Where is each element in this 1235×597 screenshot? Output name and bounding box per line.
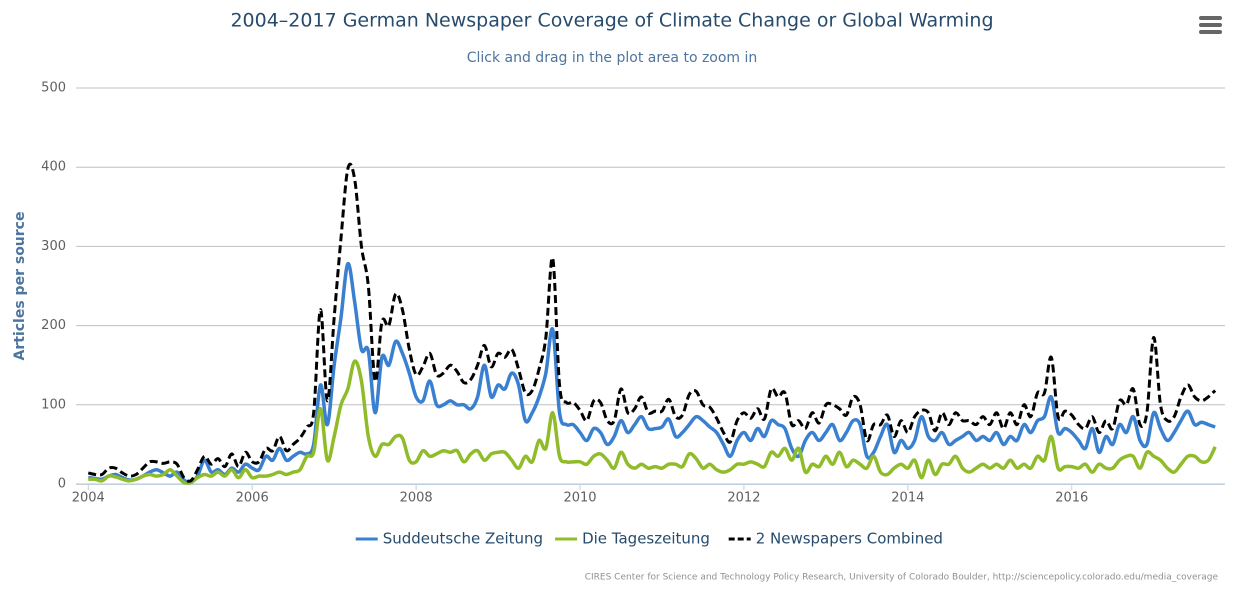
- x-tick-label: 2016: [1055, 491, 1088, 506]
- y-axis-label: Articles per source: [12, 212, 28, 361]
- chart-subtitle: Click and drag in the plot area to zoom …: [467, 50, 758, 66]
- x-tick-label: 2014: [891, 491, 924, 506]
- x-tick-label: 2008: [400, 491, 433, 506]
- x-tick-label: 2010: [563, 491, 596, 506]
- menu-bar: [1199, 16, 1222, 20]
- series-line: [88, 262, 1216, 485]
- legend-label: Die Tageszeitung: [582, 530, 710, 548]
- x-tick-label: 2004: [72, 491, 105, 506]
- x-tick-label: 2012: [727, 491, 760, 506]
- legend-label: 2 Newspapers Combined: [756, 530, 943, 548]
- y-tick-label: 300: [41, 239, 66, 254]
- legend-item[interactable]: Suddeutsche Zeitung: [355, 530, 543, 548]
- menu-bar: [1199, 23, 1222, 27]
- legend-item[interactable]: Die Tageszeitung: [555, 530, 710, 548]
- series-line: [87, 162, 1217, 483]
- y-tick-label: 500: [41, 81, 66, 96]
- y-tick-label: 400: [41, 160, 66, 175]
- menu-button[interactable]: [1199, 16, 1222, 34]
- menu-bar: [1199, 30, 1222, 34]
- legend-item[interactable]: 2 Newspapers Combined: [728, 530, 943, 548]
- credits: CIRES Center for Science and Technology …: [585, 573, 1219, 583]
- y-tick-label: 100: [41, 397, 66, 412]
- legend-label: Suddeutsche Zeitung: [383, 530, 543, 548]
- x-tick-label: 2006: [236, 491, 269, 506]
- chart-title: 2004–2017 German Newspaper Coverage of C…: [230, 10, 993, 32]
- y-tick-label: 0: [58, 477, 66, 492]
- series-line: [88, 359, 1217, 485]
- y-tick-label: 200: [41, 318, 66, 333]
